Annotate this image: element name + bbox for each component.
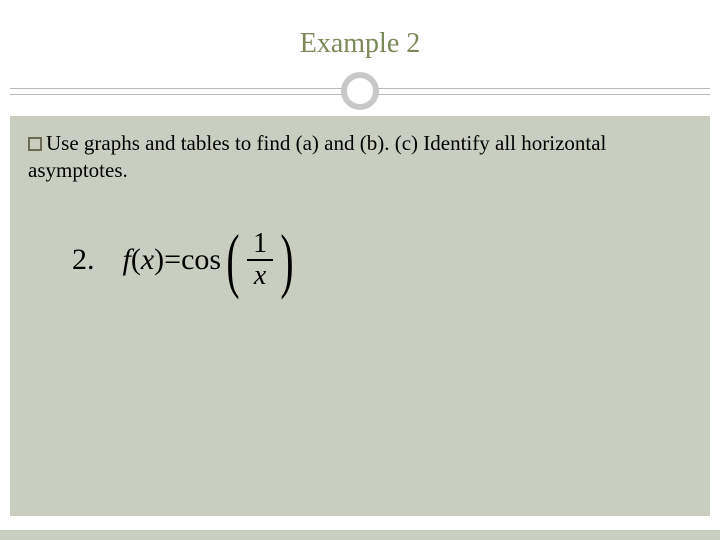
equation-x: x [141, 243, 154, 277]
equation-equals: = [164, 243, 181, 277]
prompt-text: Use graphs and tables to find (a) and (b… [28, 130, 692, 185]
equation-number: 2. [72, 243, 95, 277]
equation: 2. f ( x ) = cos ( 1 x ) [72, 229, 692, 292]
equation-f: f [123, 243, 131, 277]
divider-badge-circle [341, 72, 379, 110]
equation-cos: cos [181, 243, 221, 277]
equation-body: f ( x ) = cos ( 1 x ) [123, 229, 300, 292]
fraction-numerator: 1 [247, 229, 273, 260]
content-area: Use graphs and tables to find (a) and (b… [10, 116, 710, 516]
equation-close-paren: ) [154, 243, 164, 277]
bottom-accent-bar [0, 530, 720, 540]
equation-fraction: 1 x [247, 229, 273, 292]
prompt-body: Use graphs and tables to find (a) and (b… [28, 131, 606, 182]
big-paren-left-icon: ( [226, 231, 239, 289]
big-paren-right-icon: ) [280, 231, 293, 289]
equation-open-paren: ( [131, 243, 141, 277]
bullet-square-icon [28, 137, 42, 151]
slide: Example 2 Use graphs and tables to find … [0, 0, 720, 540]
equation-big-parens: ( 1 x ) [221, 229, 299, 292]
fraction-denominator: x [248, 261, 272, 292]
slide-title: Example 2 [0, 0, 720, 72]
title-divider [0, 72, 720, 116]
